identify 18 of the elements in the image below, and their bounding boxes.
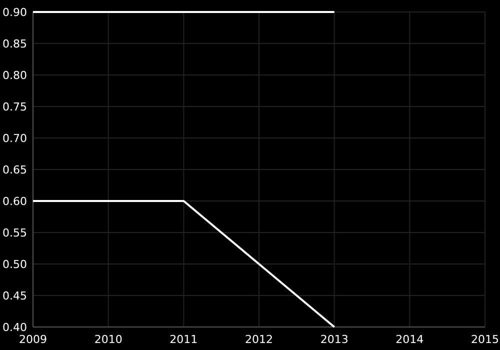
x-tick-label: 2012 xyxy=(245,333,273,346)
y-tick-label: 0.60 xyxy=(2,194,27,208)
y-tick-label: 0.75 xyxy=(2,100,27,114)
y-tick-label: 0.55 xyxy=(2,226,27,240)
y-tick-label: 0.70 xyxy=(2,132,27,145)
y-tick-label: 0.90 xyxy=(2,6,27,19)
y-tick-label: 0.65 xyxy=(2,163,27,176)
y-tick-label: 0.85 xyxy=(2,37,27,50)
x-tick-label: 2010 xyxy=(94,333,122,346)
y-tick-label: 0.40 xyxy=(2,320,27,334)
x-tick-label: 2013 xyxy=(320,333,348,346)
y-tick-label: 0.50 xyxy=(2,258,27,271)
y-tick-label: 0.45 xyxy=(2,289,27,302)
x-tick-label: 2015 xyxy=(471,333,499,346)
x-tick-label: 2011 xyxy=(170,333,198,346)
y-tick-label: 0.80 xyxy=(2,68,27,82)
x-tick-label: 2009 xyxy=(19,333,47,346)
x-tick-label: 2014 xyxy=(396,333,424,346)
